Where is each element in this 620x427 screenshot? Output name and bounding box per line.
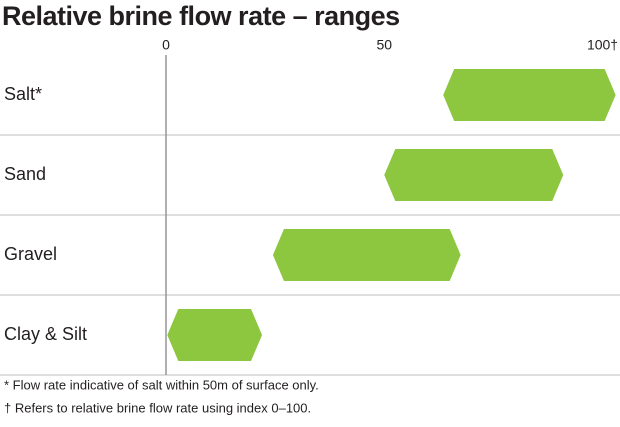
category-label: Gravel — [4, 244, 57, 264]
x-tick-label: 50 — [376, 37, 392, 53]
range-bar — [167, 309, 263, 361]
range-bar — [272, 229, 461, 281]
range-bar — [443, 69, 616, 121]
category-label: Sand — [4, 164, 46, 184]
footnote: * Flow rate indicative of salt within 50… — [4, 377, 319, 392]
category-label: Clay & Silt — [4, 324, 87, 344]
footnote: † Refers to relative brine flow rate usi… — [4, 400, 311, 415]
chart-title: Relative brine flow rate – ranges — [2, 1, 400, 31]
category-label: Salt* — [4, 84, 42, 104]
x-tick-label: 100† — [587, 37, 618, 53]
x-tick-label: 0 — [162, 37, 170, 53]
range-bar — [384, 149, 564, 201]
